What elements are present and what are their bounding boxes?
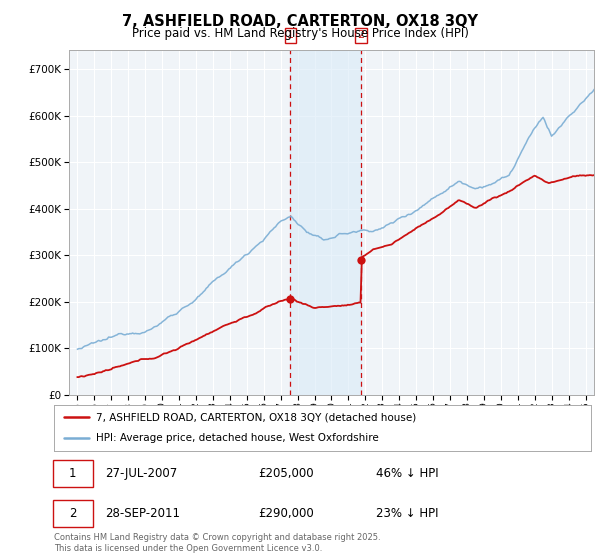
Text: 27-JUL-2007: 27-JUL-2007 [105,467,177,480]
FancyBboxPatch shape [53,500,93,527]
Text: 2: 2 [358,30,365,40]
Text: 2: 2 [69,507,77,520]
Text: £290,000: £290,000 [258,507,314,520]
Text: £205,000: £205,000 [258,467,314,480]
FancyBboxPatch shape [53,460,93,487]
Text: 1: 1 [287,30,294,40]
Bar [290,50,361,395]
Text: 28-SEP-2011: 28-SEP-2011 [105,507,180,520]
Text: HPI: Average price, detached house, West Oxfordshire: HPI: Average price, detached house, West… [96,433,379,444]
Text: 1: 1 [69,467,77,480]
Text: 23% ↓ HPI: 23% ↓ HPI [376,507,439,520]
Text: 46% ↓ HPI: 46% ↓ HPI [376,467,439,480]
Text: Price paid vs. HM Land Registry's House Price Index (HPI): Price paid vs. HM Land Registry's House … [131,27,469,40]
Text: 7, ASHFIELD ROAD, CARTERTON, OX18 3QY (detached house): 7, ASHFIELD ROAD, CARTERTON, OX18 3QY (d… [96,412,416,422]
Text: 7, ASHFIELD ROAD, CARTERTON, OX18 3QY: 7, ASHFIELD ROAD, CARTERTON, OX18 3QY [122,14,478,29]
Text: Contains HM Land Registry data © Crown copyright and database right 2025.
This d: Contains HM Land Registry data © Crown c… [54,533,380,553]
